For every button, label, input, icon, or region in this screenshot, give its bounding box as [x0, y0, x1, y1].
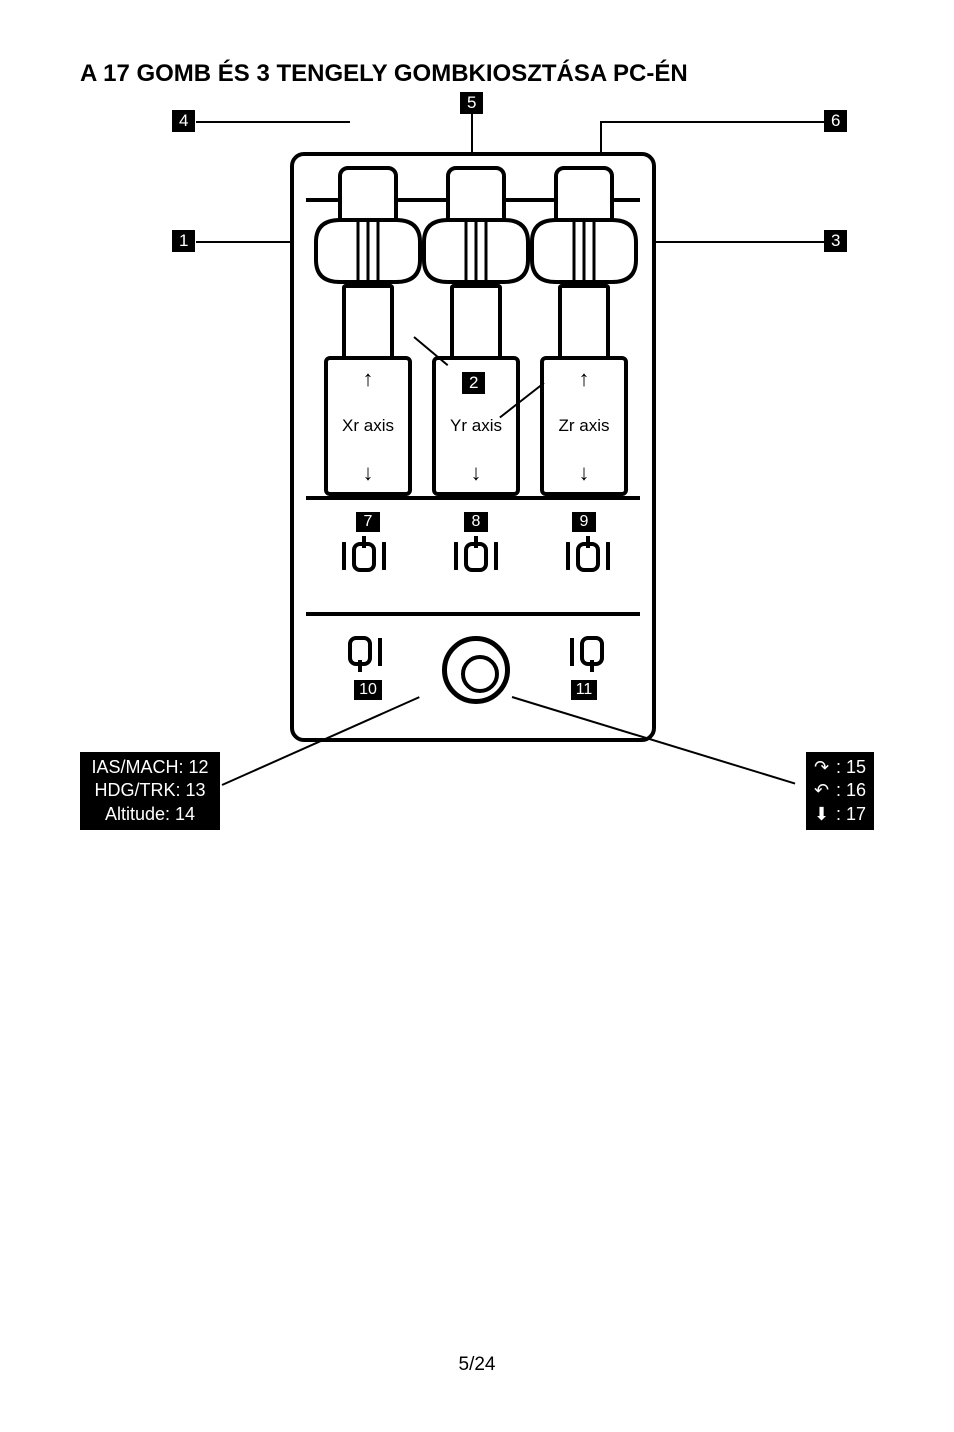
callout-3: 3 — [824, 230, 847, 252]
switch-8: 8 — [432, 512, 520, 580]
lever-head — [530, 216, 638, 286]
info-line: ⬇: 17 — [814, 803, 866, 826]
right-info-box: ↷: 15 ↶: 16 ⬇: 17 — [806, 752, 874, 830]
info-line: IAS/MACH: 12 — [88, 756, 212, 779]
switch-icon — [540, 534, 628, 580]
page-title: A 17 GOMB ÉS 3 TENGELY GOMBKIOSZTÁSA PC-… — [80, 60, 874, 88]
callout-10: 10 — [354, 680, 382, 700]
switch-7: 7 — [324, 512, 412, 580]
arrow-up-icon: ↑ — [363, 366, 374, 392]
press-icon: ⬇ — [814, 803, 836, 826]
device-body: ↑ Xr axis ↓ ↑ Yr axis ↓ — [290, 152, 656, 742]
callout-5: 5 — [460, 92, 483, 114]
callout-4: 4 — [172, 110, 195, 132]
lever-stem — [558, 284, 610, 362]
switch-icon — [324, 634, 412, 680]
axis-label: Xr axis — [342, 416, 394, 436]
arrow-up-icon: ↑ — [579, 366, 590, 392]
left-info-box: IAS/MACH: 12 HDG/TRK: 13 Altitude: 14 — [80, 752, 220, 830]
info-line: ↶: 16 — [814, 779, 866, 802]
info-line: Altitude: 14 — [88, 803, 212, 826]
switch-9: 9 — [540, 512, 628, 580]
arrow-ccw-icon: ↶ — [814, 779, 836, 802]
arrow-down-icon: ↓ — [579, 460, 590, 486]
callout-11: 11 — [571, 680, 598, 700]
lever-stem — [342, 284, 394, 362]
callout-9: 9 — [572, 512, 596, 532]
page-footer: 5/24 — [0, 1354, 954, 1376]
lever-body: ↑ Zr axis ↓ — [540, 356, 628, 496]
switch-icon — [324, 534, 412, 580]
switch-icon — [432, 534, 520, 580]
axis-label: Zr axis — [559, 416, 610, 436]
callout-8: 8 — [464, 512, 488, 532]
switch-11: 11 — [540, 634, 628, 700]
lever-head — [314, 216, 422, 286]
arrow-down-icon: ↓ — [363, 460, 374, 486]
lever-stem — [450, 284, 502, 362]
callout-1: 1 — [172, 230, 195, 252]
lever-body: ↑ Xr axis ↓ — [324, 356, 412, 496]
callout-6: 6 — [824, 110, 847, 132]
lever-head — [422, 216, 530, 286]
info-line: ↷: 15 — [814, 756, 866, 779]
callout-line — [600, 121, 824, 123]
callout-line — [196, 121, 350, 123]
arrow-down-icon: ↓ — [471, 460, 482, 486]
switch-icon — [540, 634, 628, 680]
center-knob — [442, 636, 510, 704]
axis-label: Yr axis — [450, 416, 502, 436]
callout-line — [413, 336, 448, 366]
callout-2: 2 — [462, 372, 485, 394]
divider-line — [306, 496, 640, 500]
callout-7: 7 — [356, 512, 380, 532]
arrow-cw-icon: ↷ — [814, 756, 836, 779]
diagram: 4 5 6 1 3 ↑ Xr axis — [80, 92, 874, 852]
info-line: HDG/TRK: 13 — [88, 779, 212, 802]
switch-10: 10 — [324, 634, 412, 700]
divider-line-2 — [306, 612, 640, 616]
